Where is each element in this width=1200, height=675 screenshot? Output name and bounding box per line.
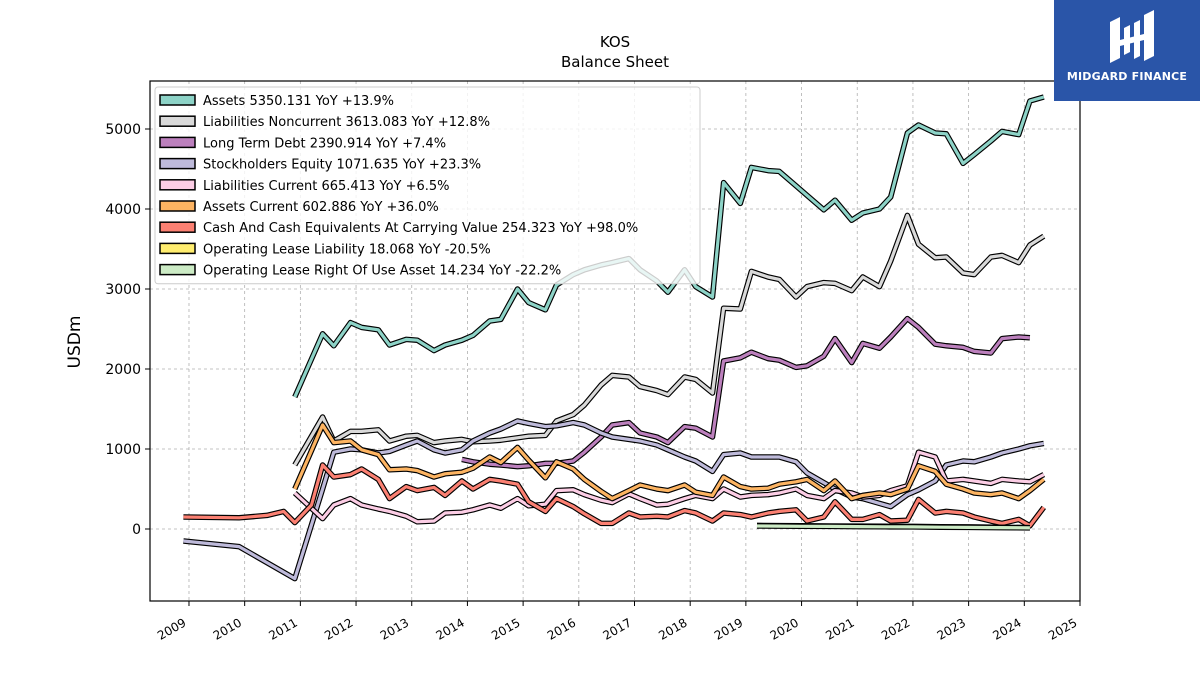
legend-swatch: [159, 200, 196, 212]
x-tick-label: 2015: [489, 615, 522, 642]
legend-swatch: [159, 94, 196, 106]
series-layer: [183, 94, 1046, 582]
x-tick-label: 2012: [322, 615, 355, 642]
x-tick-label: 2020: [768, 615, 801, 642]
y-tick-label: 1000: [105, 442, 141, 458]
series-line: [293, 450, 1045, 524]
x-tick-label: 2024: [990, 615, 1023, 642]
legend: Assets 5350.131 YoY +13.9% Liabilities No…: [154, 86, 701, 285]
legend-swatch: [159, 157, 196, 170]
series-line: [293, 423, 1045, 501]
y-tick-label: 2000: [105, 362, 141, 378]
legend-swatch: [159, 263, 196, 276]
x-tick-label: 2019: [712, 615, 745, 642]
x-tick-label: 2014: [433, 615, 466, 642]
x-tick-label: 2018: [656, 615, 689, 642]
logo-mark-icon: [1110, 10, 1154, 63]
x-tick-label: 2011: [266, 615, 299, 642]
chart-subtitle: Balance Sheet: [561, 53, 669, 71]
series-line: [183, 419, 1045, 581]
x-tick-label: 2023: [935, 615, 968, 642]
midgard-finance-logo: MIDGARD FINANCE: [1054, 0, 1200, 101]
x-tick-label: 2016: [545, 615, 578, 642]
legend-swatch: [159, 221, 196, 233]
legend-entry: Assets 5350.131 YoY +13.9%: [203, 94, 394, 109]
legend-swatch: [159, 115, 196, 127]
x-axis-ticks: 2009 2010 2011 2012 2013 2014 2015 2016 2017 2018…: [155, 601, 1081, 643]
y-axis-label: USDm: [65, 316, 85, 369]
legend-entry: Stockholders Equity 1071.635 YoY +23.3%: [203, 158, 481, 173]
x-tick-label: 2017: [601, 615, 634, 642]
y-tick-label: 5000: [105, 122, 141, 138]
chart-title: KOS: [600, 33, 630, 51]
y-tick-label: 3000: [105, 282, 141, 298]
x-tick-label: 2013: [378, 615, 411, 642]
legend-box: [154, 86, 701, 285]
legend-entry: Long Term Debt 2390.914 YoY +7.4%: [203, 136, 446, 151]
legend-swatch: [159, 179, 196, 191]
legend-entry: Liabilities Current 665.413 YoY +6.5%: [203, 179, 450, 194]
legend-swatch: [159, 242, 196, 255]
y-axis-ticks: 0 1000 2000 3000 4000 5000: [105, 122, 150, 538]
logo-text: MIDGARD FINANCE: [1066, 70, 1188, 83]
legend-entry: Operating Lease Right Of Use Asset 14.23…: [203, 264, 561, 279]
x-tick-label: 2009: [155, 615, 188, 642]
series-line: [756, 524, 1030, 530]
x-tick-label: 2021: [823, 615, 856, 642]
legend-entry: Operating Lease Liability 18.068 YoY -20…: [203, 242, 491, 257]
y-tick-label: 0: [132, 522, 141, 538]
legend-entry: Liabilities Noncurrent 3613.083 YoY +12.…: [203, 115, 490, 130]
x-tick-label: 2010: [211, 615, 244, 642]
x-tick-label: 2022: [879, 615, 912, 642]
legend-entry: Assets Current 602.886 YoY +36.0%: [203, 200, 439, 215]
x-tick-label: 2025: [1046, 615, 1079, 642]
legend-swatch: [159, 136, 196, 149]
legend-entry: Cash And Cash Equivalents At Carrying Va…: [203, 221, 638, 236]
plot-frame: [149, 80, 1081, 602]
y-tick-label: 4000: [105, 202, 141, 218]
series-line: [183, 463, 1046, 528]
series-line: [293, 213, 1045, 466]
